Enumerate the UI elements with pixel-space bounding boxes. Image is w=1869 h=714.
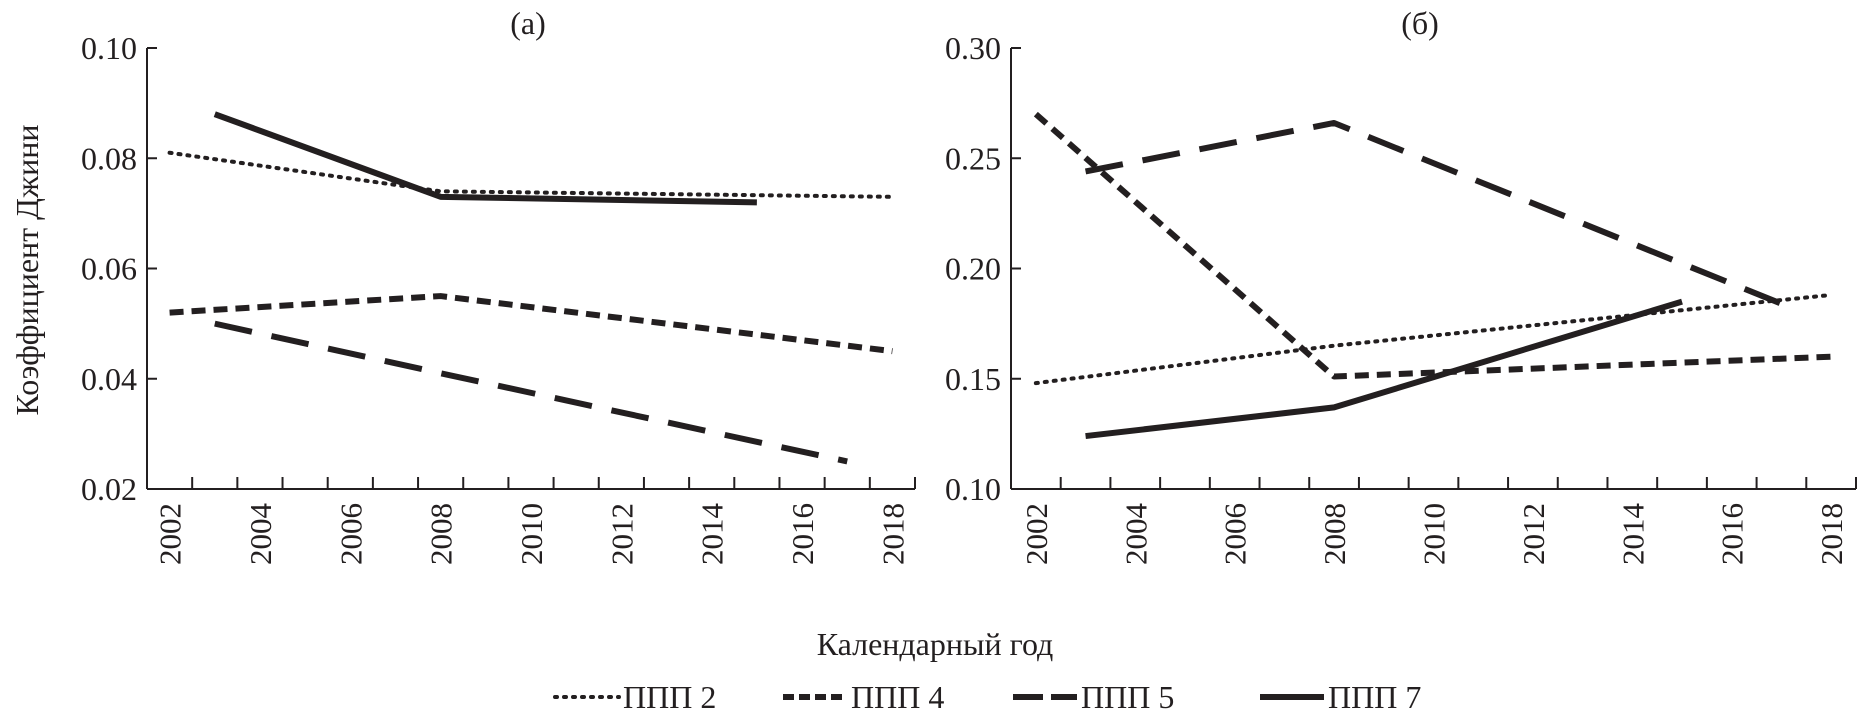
- y-tick-label: 0.30: [945, 30, 1001, 66]
- x-tick-label: 2012: [1516, 503, 1551, 565]
- legend-label: ППП 2: [623, 679, 716, 714]
- x-axis-label: Календарный год: [817, 626, 1054, 662]
- series-line-ППП-5: [214, 320, 848, 465]
- x-tick-label: 2008: [1317, 503, 1352, 565]
- panel-a-title: (а): [510, 5, 546, 41]
- series-line-ППП-7: [1085, 298, 1683, 440]
- y-axis-label: Коэффициент Джини: [9, 125, 45, 416]
- y-tick-label: 0.06: [81, 251, 137, 287]
- legend-item: ППП 5: [1013, 679, 1174, 714]
- x-tick-label: 2010: [514, 503, 549, 565]
- x-tick-label: 2010: [1417, 503, 1452, 565]
- x-tick-label: 2006: [333, 503, 368, 565]
- panel-b: 0.10 0.15 0.20 0.25 0.30 2002 2004 2006 2008 2010…: [945, 30, 1857, 566]
- x-tick-label: 2004: [1118, 503, 1153, 566]
- series-line-ППП-4: [1033, 111, 1832, 380]
- series-line-ППП-2: [167, 150, 895, 199]
- x-tick-label: 2004: [243, 503, 278, 566]
- legend-label: ППП 5: [1081, 679, 1174, 714]
- x-tick-label: 2018: [875, 503, 910, 565]
- y-tick-label: 0.20: [945, 251, 1001, 287]
- legend-label: ППП 7: [1328, 679, 1421, 714]
- y-tick-label: 0.10: [81, 30, 137, 66]
- x-tick-label: 2016: [1715, 503, 1750, 565]
- x-tick-label: 2012: [604, 503, 639, 565]
- x-tick-label: 2002: [153, 503, 188, 565]
- x-tick-label: 2008: [424, 503, 459, 565]
- y-tick-label: 0.04: [81, 361, 137, 397]
- x-tick-label: 2016: [785, 503, 820, 565]
- panel-b-title: (б): [1401, 5, 1439, 41]
- series-line-ППП-2: [1033, 292, 1834, 386]
- series-line-ППП-7: [213, 111, 757, 206]
- legend-item: ППП 7: [1260, 679, 1421, 714]
- y-tick-label: 0.02: [81, 471, 137, 507]
- legend-item: ППП 2: [553, 679, 716, 714]
- y-tick-label: 0.15: [945, 361, 1001, 397]
- panel-a: 0.02 0.04 0.06 0.08 0.10 2002 2004 2006 2008 2010…: [81, 30, 916, 566]
- y-tick-label: 0.08: [81, 140, 137, 176]
- x-tick-label: 2014: [695, 503, 730, 566]
- y-tick-label: 0.10: [945, 471, 1001, 507]
- series-line-ППП-5: [1084, 119, 1783, 307]
- x-tick-label: 2006: [1218, 503, 1253, 565]
- legend: ППП 2 ППП 4 ППП 5 ППП 7: [553, 679, 1421, 714]
- y-tick-label: 0.25: [945, 140, 1001, 176]
- legend-item: ППП 4: [783, 679, 944, 714]
- x-tick-label: 2014: [1615, 503, 1650, 566]
- series-line-ППП-4: [169, 293, 893, 355]
- x-tick-label: 2018: [1814, 503, 1849, 565]
- x-tick-label: 2002: [1019, 503, 1054, 565]
- legend-label: ППП 4: [851, 679, 944, 714]
